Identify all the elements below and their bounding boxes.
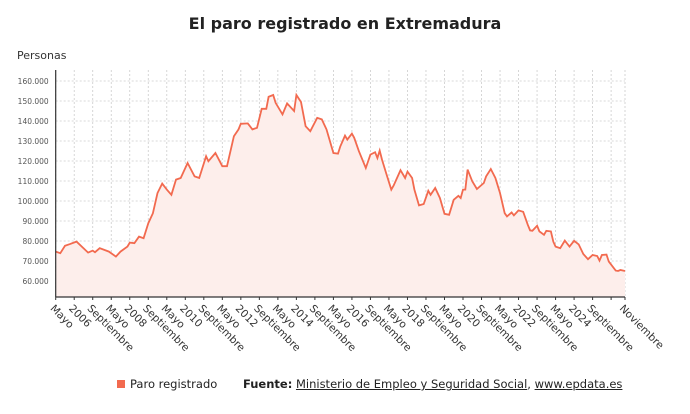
source-prefix: Fuente:: [242, 377, 293, 391]
y-tick-label: 70.000: [22, 257, 48, 266]
y-tick-label: 150.000: [18, 97, 49, 106]
source: Fuente: Ministerio de Empleo y Seguridad…: [243, 377, 622, 391]
legend: Paro registrado Fuente: Ministerio de Em…: [117, 377, 622, 391]
y-tick-label: 130.000: [18, 137, 49, 146]
chart-title: El paro registrado en Extremadura: [188, 14, 502, 33]
y-tick-label: 160.000: [18, 77, 49, 86]
x-tick-labels: Mayo2006SeptiembreMayo2008SeptiembreMayo…: [48, 303, 666, 354]
y-tick-label: 80.000: [22, 237, 48, 246]
axes: [55, 70, 626, 300]
legend-label[interactable]: Paro registrado: [130, 377, 218, 391]
source-separator: ,: [527, 377, 531, 391]
y-tick-label: 60.000: [22, 277, 48, 286]
source-link-epdata[interactable]: www.epdata.es: [534, 377, 623, 391]
series-area-fill: [55, 95, 625, 297]
series-line: [55, 92, 626, 272]
y-tick-label: 90.000: [22, 217, 48, 226]
y-tick-label: 110.000: [18, 177, 49, 186]
y-axis-label: Personas: [17, 49, 67, 62]
y-tick-label: 140.000: [18, 117, 49, 126]
source-link-ministry[interactable]: Ministerio de Empleo y Seguridad Social: [295, 377, 528, 391]
y-tick-label: 100.000: [18, 197, 49, 206]
y-tick-labels: 60.000 70.000 80.000 90.000 100.000 110.000 12…: [18, 77, 49, 286]
legend-swatch: [117, 380, 125, 388]
y-tick-label: 120.000: [18, 157, 49, 166]
